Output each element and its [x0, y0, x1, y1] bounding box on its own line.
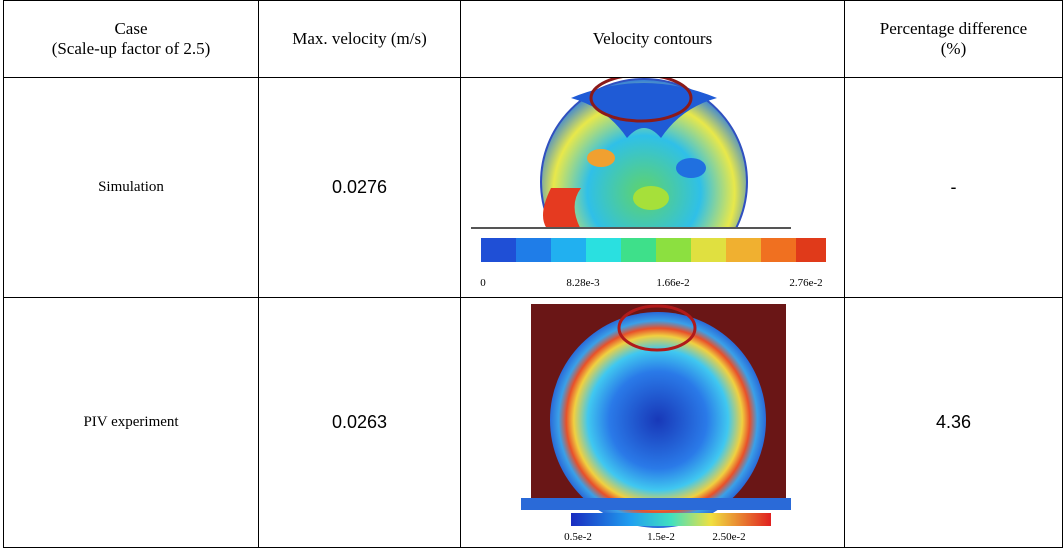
velocity-cell: 0.0276 [259, 78, 461, 298]
case-cell: PIV experiment [4, 298, 259, 548]
piv-contour: 0.5e-2 1.5e-2 2.50e-2 [461, 298, 844, 547]
contour-cell: 0.5e-2 1.5e-2 2.50e-2 [461, 298, 845, 548]
colorbar-label: 0.5e-2 [564, 531, 592, 543]
row: PIV experiment 0.0263 0.5e-2 1.5e-2 2. [4, 298, 1063, 548]
header-cell: Velocity contours [461, 1, 845, 78]
page: Case (Scale-up factor of 2.5) Max. veloc… [0, 0, 1064, 547]
colorbar-label: 1.66e-2 [656, 277, 689, 289]
comparison-table: Case (Scale-up factor of 2.5) Max. veloc… [3, 0, 1063, 548]
colorbar [481, 238, 826, 262]
contour-cell: 0 8.28e-3 1.66e-2 2.76e-2 [461, 78, 845, 298]
difference-cell: - [845, 78, 1063, 298]
header-cell: Case (Scale-up factor of 2.5) [4, 1, 259, 78]
velocity-cell: 0.0263 [259, 298, 461, 548]
header-cell: Percentage difference (%) [845, 1, 1063, 78]
colorbar-label: 2.50e-2 [712, 531, 745, 543]
colorbar-label: 1.5e-2 [647, 531, 675, 543]
case-cell: Simulation [4, 78, 259, 298]
difference-cell: 4.36 [845, 298, 1063, 548]
colorbar-label: 0 [480, 277, 486, 289]
colorbar-label: 8.28e-3 [566, 277, 600, 289]
simulation-contour: 0 8.28e-3 1.66e-2 2.76e-2 [461, 78, 844, 297]
header-cell: Max. velocity (m/s) [259, 1, 461, 78]
header-row: Case (Scale-up factor of 2.5) Max. veloc… [4, 1, 1063, 78]
colorbar [571, 513, 771, 526]
colorbar-label: 2.76e-2 [789, 277, 822, 289]
row: Simulation 0.0276 [4, 78, 1063, 298]
